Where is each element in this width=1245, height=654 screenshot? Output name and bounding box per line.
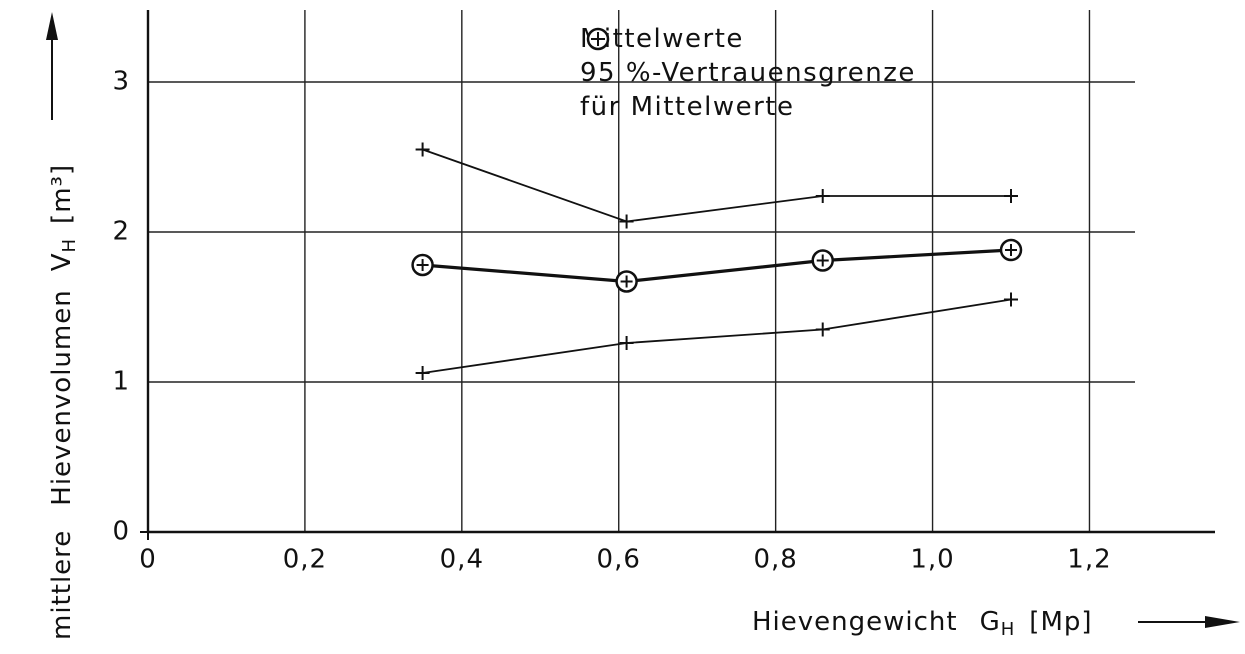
x-label-arrowhead <box>1205 616 1240 628</box>
legend-symbol <box>591 32 605 46</box>
y-tick-label: 3 <box>112 67 130 97</box>
x-axis-label: Hievengewicht GH [Mp] <box>752 607 1093 641</box>
x-label-subscript: H <box>1001 619 1016 640</box>
marker <box>411 253 434 277</box>
y-tick-label: 0 <box>112 517 130 547</box>
series-line <box>422 298 1012 374</box>
legend: Mittelwerte 95 %-Vertrauensgrenze für Mit… <box>580 22 1000 124</box>
y-axis-label: mittlere Hievenvolumen VH [m³] <box>47 164 81 640</box>
x-label: Hievengewicht <box>752 607 958 637</box>
y-label-arrowhead <box>46 12 58 40</box>
y-label-unit: [m³] <box>47 164 77 224</box>
y-label-symbol: V <box>47 252 77 271</box>
marker <box>415 366 430 380</box>
x-tick-label: 1,0 <box>910 545 954 575</box>
marker <box>619 336 634 350</box>
x-tick-label: 0,4 <box>440 545 484 575</box>
legend-entry: Mittelwerte <box>580 22 1000 56</box>
y-tick-label: 2 <box>112 217 130 247</box>
y-label: Hievenvolumen <box>47 289 77 505</box>
legend-label: Mittelwerte <box>580 24 744 54</box>
x-tick-label: 0,6 <box>597 545 641 575</box>
x-tick-label: 0 <box>139 545 157 575</box>
x-label-unit: [Mp] <box>1029 607 1092 637</box>
x-tick-label: 0,2 <box>283 545 327 575</box>
marker <box>999 238 1023 262</box>
y-label-subscript: H <box>59 238 80 253</box>
marker <box>811 249 834 272</box>
legend-entry: 95 %-Vertrauensgrenze für Mittelwerte <box>580 32 1000 124</box>
marker <box>619 214 634 229</box>
y-tick-label: 1 <box>112 367 130 397</box>
legend-label: 95 %-Vertrauensgrenze für Mittelwerte <box>580 58 916 122</box>
x-label-symbol: G <box>980 607 1001 637</box>
series-line <box>422 248 1012 284</box>
marker <box>1004 292 1019 307</box>
y-label-prefix: mittlere <box>47 530 77 640</box>
x-tick-label: 1,2 <box>1067 545 1111 575</box>
marker <box>415 142 430 157</box>
marker <box>815 189 830 203</box>
marker <box>591 32 605 46</box>
marker <box>1004 189 1019 203</box>
series-line <box>422 148 1012 223</box>
x-tick-label: 0,8 <box>753 545 797 575</box>
marker <box>815 322 830 337</box>
marker <box>615 270 638 293</box>
